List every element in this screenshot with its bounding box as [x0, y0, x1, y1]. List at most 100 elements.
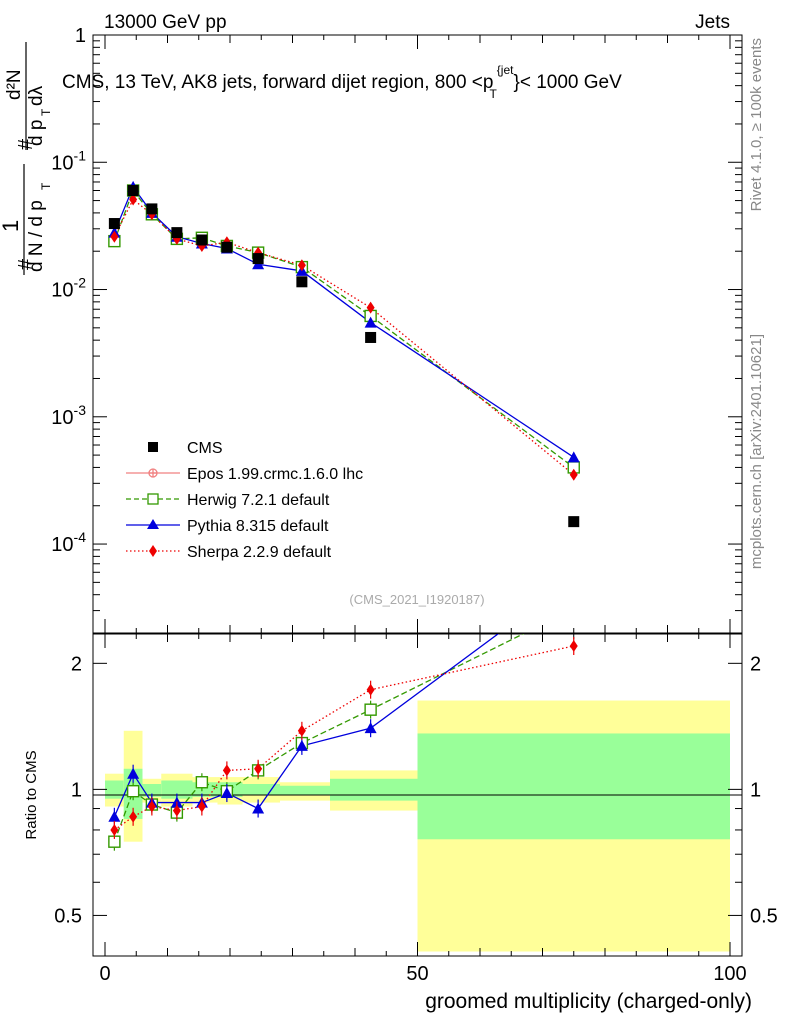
main-point-cms — [196, 234, 208, 246]
ratio-line-herwig — [113, 634, 525, 842]
svg-text:T: T — [39, 182, 53, 190]
y-tick-label-main: 1 — [75, 25, 86, 47]
svg-text:d p: d p — [26, 120, 47, 146]
x-tick-label: 0 — [99, 963, 110, 985]
ratio-point-sherpa — [254, 762, 263, 775]
ratio-point-sherpa — [197, 800, 206, 813]
legend-label-herwig: Herwig 7.2.1 default — [187, 492, 330, 509]
y-axis-label-ratio: Ratio to CMS — [23, 750, 40, 839]
legend-entry-pythia: Pythia 8.315 default — [126, 518, 329, 535]
ratio-lines — [113, 634, 574, 842]
header-left: 13000 GeV pp — [104, 12, 227, 33]
main-line-pythia — [113, 185, 575, 458]
main-point-sherpa — [110, 230, 119, 243]
ratio-point-pythia — [220, 787, 233, 799]
y-tick-label-ratio-right: 2 — [750, 653, 761, 675]
legend-label-cms: CMS — [187, 440, 223, 457]
svg-text:#: # — [15, 258, 37, 270]
ratio-point-sherpa — [129, 810, 138, 823]
legend-entry-herwig: Herwig 7.2.1 default — [126, 492, 330, 509]
ratio-point-herwig — [195, 776, 209, 789]
ratio-point-herwig — [568, 603, 579, 614]
main-lines — [113, 185, 575, 476]
ratio-point-sherpa — [366, 683, 375, 696]
legend-label-sherpa: Sherpa 2.2.9 default — [187, 544, 332, 561]
y-tick-label-main: 10-3 — [51, 402, 86, 429]
ratio-point-sherpa — [147, 800, 156, 813]
ratio-point-sherpa — [297, 724, 306, 737]
legend-entry-cms: CMS — [148, 440, 223, 457]
main-line-herwig — [113, 189, 575, 468]
ratio-markers — [108, 572, 580, 851]
band-inner — [280, 785, 330, 795]
main-point-cms — [252, 253, 264, 265]
analysis-id: (CMS_2021_I1920187) — [349, 592, 484, 607]
band-inner — [330, 778, 418, 801]
ratio-point-pythia — [364, 722, 377, 734]
ratio-point-pythia — [568, 572, 580, 583]
ratio-point-pythia — [295, 739, 308, 751]
ratio-point-sherpa — [172, 804, 181, 817]
ratio-point-pythia — [108, 810, 121, 822]
ratio-point-sherpa — [222, 764, 231, 777]
y-tick-label-ratio: 1 — [71, 779, 82, 801]
main-point-cms — [568, 516, 580, 528]
y-tick-label-ratio-right: 0.5 — [750, 905, 778, 927]
band-inner — [105, 780, 124, 799]
plot-title: CMS, 13 TeV, AK8 jets, forward dijet reg… — [62, 63, 622, 101]
legend: CMS Epos 1.99.crmc.1.6.0 lhc Herwig 7.2.… — [126, 440, 363, 561]
ratio-point-herwig — [126, 785, 140, 798]
svg-text:d²N: d²N — [4, 69, 25, 100]
y-tick-label-ratio: 2 — [71, 653, 82, 675]
ratio-point-herwig — [364, 703, 377, 716]
y-tick-label-ratio-right: 1 — [750, 779, 761, 801]
main-point-cms — [171, 227, 183, 239]
band-inner — [142, 783, 162, 797]
legend-label-pythia: Pythia 8.315 default — [187, 518, 329, 535]
main-markers — [108, 180, 580, 528]
svg-text:T: T — [39, 108, 53, 116]
ratio-point-sherpa — [110, 823, 119, 836]
mcplots-text: mcplots.cern.ch [arXiv:2401.10621] — [748, 334, 765, 569]
main-point-sherpa — [569, 468, 578, 481]
main-point-sherpa — [129, 193, 138, 206]
y-axis-label-main: # 1 d N / d p T # d²N d p T dλ — [0, 42, 53, 275]
svg-text:d N / d p: d N / d p — [26, 200, 47, 272]
main-point-cms — [127, 184, 139, 196]
main-point-cms — [108, 218, 120, 230]
main-line-sherpa — [113, 198, 575, 476]
header-right: Jets — [695, 12, 730, 33]
band-inner — [161, 780, 193, 799]
ratio-point-sherpa — [569, 639, 578, 652]
band-inner — [417, 733, 730, 840]
ratio-uncertainty-bands — [105, 700, 730, 952]
legend-entry-epos: Epos 1.99.crmc.1.6.0 lhc — [126, 466, 363, 483]
ratio-line-sherpa — [114, 645, 574, 831]
main-point-cms — [296, 276, 308, 288]
ratio-point-pythia — [252, 802, 265, 814]
legend-label-epos: Epos 1.99.crmc.1.6.0 lhc — [187, 466, 363, 483]
rivet-version-text: Rivet 4.1.0, ≥ 100k events — [748, 38, 765, 211]
y-tick-label-main: 10-2 — [51, 275, 86, 302]
y-tick-label-main: 10-1 — [51, 147, 86, 174]
main-point-cms — [146, 203, 158, 215]
y-tick-label-ratio: 0.5 — [54, 905, 82, 927]
legend-entry-sherpa: Sherpa 2.2.9 default — [126, 544, 332, 561]
band-inner — [242, 783, 280, 795]
main-point-cms — [365, 331, 377, 343]
main-point-pythia — [567, 451, 580, 463]
main-point-pythia — [364, 316, 377, 328]
ratio-point-pythia — [127, 767, 140, 779]
axes: 0 50 100 10-4 10-3 10-2 10-1 1 0.5 0.5 1 1 2 2 — [51, 25, 778, 985]
y-tick-label-main: 10-4 — [51, 529, 86, 556]
ratio-line-pythia — [113, 634, 499, 818]
x-axis-label: groomed multiplicity (charged-only) — [425, 990, 752, 1013]
x-tick-label: 50 — [406, 963, 428, 985]
main-point-sherpa — [297, 259, 306, 272]
svg-text:1: 1 — [0, 220, 23, 232]
main-point-cms — [221, 241, 233, 253]
svg-text:dλ: dλ — [26, 85, 47, 106]
x-tick-label: 100 — [713, 963, 746, 985]
main-point-sherpa — [366, 301, 375, 314]
